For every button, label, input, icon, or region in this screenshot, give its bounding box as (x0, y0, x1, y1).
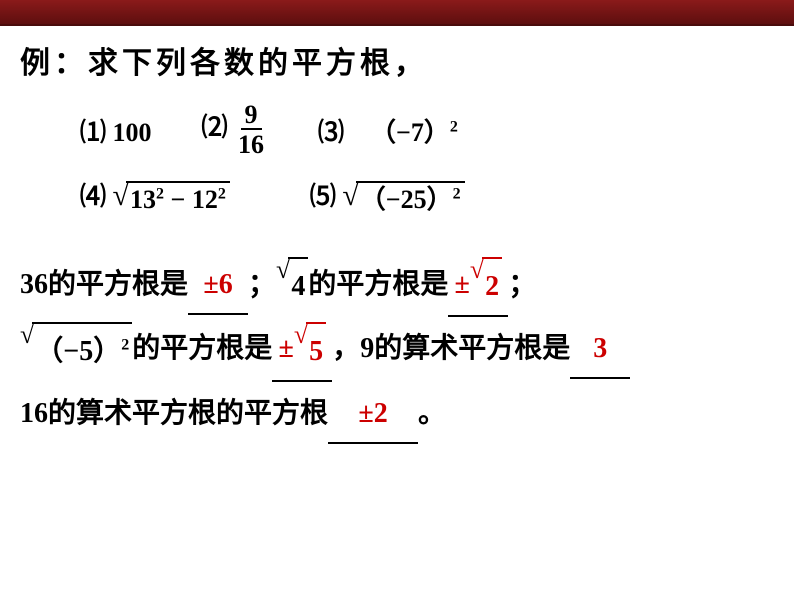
l1-blank2: ±√2 (448, 257, 508, 318)
p3-base: （−7） (370, 118, 450, 147)
problems-row-1: ⑴ 100 ⑵ 9 16 ⑶ （−7）2 (80, 102, 774, 158)
l2-ans1-sqrt-body: 5 (306, 322, 326, 380)
exercise-line-3: 16的算术平方根的平方根 ±2 。 (20, 386, 774, 444)
l1-text1: 的平方根是 (48, 269, 188, 300)
p5-exp: 2 (453, 185, 461, 202)
l2-ans2: 3 (593, 333, 607, 364)
p4-b-exp: 2 (218, 185, 226, 202)
slide-content: 例：求下列各数的平方根， ⑴ 100 ⑵ 9 16 ⑶ （−7）2 ⑷ (0, 26, 794, 460)
l2-9: 9 (360, 333, 374, 364)
problems-block: ⑴ 100 ⑵ 9 16 ⑶ （−7）2 ⑷ √ (80, 102, 774, 217)
l2-ans1-sqrt: √5 (294, 322, 326, 380)
p4-a: 13 (130, 185, 156, 214)
p2-den: 16 (234, 130, 268, 158)
problem-1: ⑴ 100 (80, 112, 152, 149)
l2-text2: 的算术平方根是 (374, 333, 570, 364)
p4-op: − (170, 185, 185, 214)
p2-label: ⑵ (202, 113, 228, 142)
problem-5: ⑸ √ （−25）2 (310, 176, 465, 217)
l2-ans1: ±√5 (278, 333, 326, 364)
problem-3: ⑶ （−7）2 (318, 112, 458, 149)
l3-16: 16 (20, 398, 48, 429)
l2-ans1-pm: ± (278, 333, 293, 364)
header-bar (0, 0, 794, 26)
l1-ans2-pm: ± (455, 269, 470, 300)
p4-sqrt: √ 132 − 122 (113, 181, 230, 217)
p1-value: 100 (113, 118, 152, 147)
p4-b: 12 (192, 185, 218, 214)
l2-base: （−5） (35, 336, 121, 367)
exercise-line-1: 36的平方根是±6；√4的平方根是±√2； (20, 257, 774, 318)
p1-label: ⑴ (80, 118, 106, 147)
l2-blank1: ±√5 (272, 321, 332, 382)
p5-radicand: （−25）2 (356, 181, 465, 217)
l1-text2: 的平方根是 (308, 269, 448, 300)
example-title: 例：求下列各数的平方根， (20, 38, 774, 82)
l1-ans2-sqrt: √2 (470, 257, 502, 315)
p5-sqrt: √ （−25）2 (342, 181, 464, 217)
exercises-block: 36的平方根是±6；√4的平方根是±√2； √（−5）2的平方根是±√5，9的算… (20, 257, 774, 444)
l1-sep: ； (248, 269, 276, 300)
l2-sep: ， (332, 333, 360, 364)
l1-ans2-sqrt-body: 2 (482, 257, 502, 315)
l1-ans2: ±√2 (455, 269, 503, 300)
p2-num: 9 (241, 102, 262, 130)
p5-label: ⑸ (310, 182, 336, 211)
l2-sqrt-body: （−5）2 (32, 322, 132, 380)
l1-end: ； (508, 269, 536, 300)
l2-blank2: 3 (570, 321, 630, 379)
l1-ans1: ±6 (203, 269, 232, 300)
problem-4: ⑷ √ 132 − 122 (80, 176, 230, 217)
l1-sqrt4-body: 4 (288, 257, 308, 315)
l2-exp: 2 (121, 337, 129, 354)
p5-base: （−25） (360, 185, 453, 214)
p4-label: ⑷ (80, 182, 106, 211)
l3-end: 。 (418, 398, 446, 429)
exercise-line-2: √（−5）2的平方根是±√5，9的算术平方根是 3 (20, 321, 774, 382)
l1-sqrt4: √4 (276, 257, 308, 315)
l2-text1: 的平方根是 (132, 333, 272, 364)
l3-blank: ±2 (328, 386, 418, 444)
problems-row-2: ⑷ √ 132 − 122 ⑸ √ （−25）2 (80, 176, 774, 217)
p2-fraction: 9 16 (234, 102, 268, 158)
l3-text: 的算术平方根的平方根 (48, 398, 328, 429)
l2-sqrt: √（−5）2 (20, 322, 132, 380)
p3-exp: 2 (450, 118, 458, 135)
l1-36: 36 (20, 269, 48, 300)
p4-radicand: 132 − 122 (126, 181, 230, 217)
l3-ans: ±2 (358, 398, 387, 429)
p4-a-exp: 2 (156, 185, 164, 202)
l1-blank1: ±6 (188, 257, 248, 315)
p3-label: ⑶ (318, 118, 344, 147)
problem-2: ⑵ 9 16 (202, 102, 269, 158)
